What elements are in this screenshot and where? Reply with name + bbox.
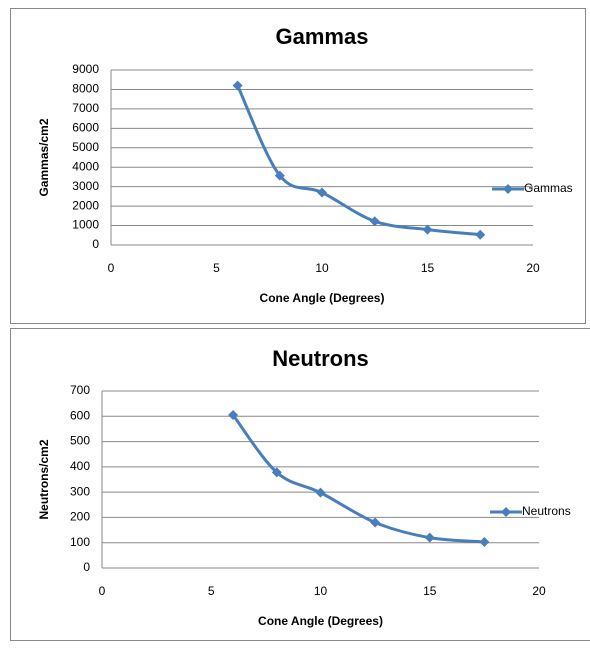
x-tick-label: 0 xyxy=(99,584,106,598)
x-tick-label: 5 xyxy=(213,261,220,275)
y-tick-label: 9000 xyxy=(72,62,99,76)
legend-label: Neutrons xyxy=(522,504,571,518)
x-tick-label: 20 xyxy=(532,584,546,598)
y-tick-label: 3000 xyxy=(72,179,99,193)
y-axis-label: Gammas/cm2 xyxy=(37,118,51,196)
chart-title: Neutrons xyxy=(272,346,369,371)
y-tick-label: 5000 xyxy=(72,140,99,154)
chart-title: Gammas xyxy=(276,24,369,49)
y-tick-label: 2000 xyxy=(72,198,99,212)
y-tick-label: 400 xyxy=(70,459,90,473)
y-tick-label: 0 xyxy=(92,237,99,251)
y-tick-label: 1000 xyxy=(72,218,99,232)
x-tick-label: 15 xyxy=(421,261,435,275)
x-tick-label: 0 xyxy=(108,261,115,275)
legend-label: Gammas xyxy=(524,181,573,195)
x-tick-label: 15 xyxy=(423,584,437,598)
y-tick-label: 7000 xyxy=(72,101,99,115)
y-tick-label: 100 xyxy=(70,535,90,549)
x-tick-label: 10 xyxy=(315,261,329,275)
y-tick-label: 4000 xyxy=(72,159,99,173)
y-tick-label: 200 xyxy=(70,510,90,524)
y-tick-label: 700 xyxy=(70,383,90,397)
y-tick-label: 8000 xyxy=(72,82,99,96)
x-axis-label: Cone Angle (Degrees) xyxy=(260,291,385,305)
x-tick-label: 5 xyxy=(208,584,215,598)
y-tick-label: 6000 xyxy=(72,121,99,135)
x-axis-label: Cone Angle (Degrees) xyxy=(258,614,383,628)
y-tick-label: 500 xyxy=(70,434,90,448)
y-tick-label: 300 xyxy=(70,484,90,498)
y-tick-label: 0 xyxy=(83,560,90,574)
x-tick-label: 10 xyxy=(314,584,328,598)
y-tick-label: 600 xyxy=(70,408,90,422)
x-tick-label: 20 xyxy=(526,261,540,275)
y-axis-label: Neutrons/cm2 xyxy=(37,439,51,519)
